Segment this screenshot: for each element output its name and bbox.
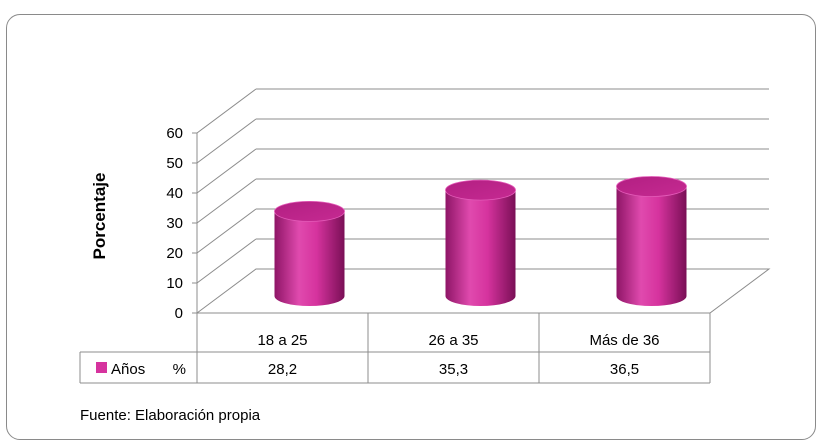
bar-top (445, 179, 516, 201)
data-label: 28,2 (268, 361, 297, 378)
data-table: 18 a 25 28,2 26 a 35 35,3 Más de 36 36,5 Años% (79, 313, 711, 384)
y-tick-label: 60 (166, 125, 183, 142)
gridline-side (196, 88, 257, 134)
gridline-side (196, 208, 257, 254)
x-category-label: Más de 36 (589, 332, 659, 349)
bar-body (274, 211, 345, 306)
data-label: 35,3 (439, 361, 468, 378)
legend-label: Años (111, 361, 145, 378)
legend-swatch (96, 362, 107, 373)
bar-2 (445, 179, 516, 306)
y-tick-label: 50 (166, 155, 183, 172)
gridline-side (196, 118, 257, 164)
bar-body (445, 190, 516, 306)
y-tick-label: 30 (166, 215, 183, 232)
bar-top (616, 176, 687, 197)
gridline-side (196, 238, 257, 284)
legend-unit: % (173, 361, 186, 378)
gridline-side (196, 148, 257, 194)
y-axis-title: Porcentaje (90, 173, 109, 260)
bar-top (274, 200, 345, 222)
x-category-label: 26 a 35 (428, 332, 478, 349)
data-label: 36,5 (610, 361, 639, 378)
y-tick-label: 10 (166, 275, 183, 292)
source-note: Fuente: Elaboración propia (80, 407, 261, 424)
bar-body (616, 186, 687, 306)
x-category-label: 18 a 25 (257, 332, 307, 349)
y-axis: 0 10 20 30 40 50 60 (166, 125, 197, 322)
gridline-side (196, 178, 257, 224)
y-tick-label: 20 (166, 245, 183, 262)
bar-layer (274, 176, 687, 306)
y-tick-label: 0 (175, 305, 183, 322)
y-tick-label: 40 (166, 185, 183, 202)
bar-3 (616, 176, 687, 306)
bar-1 (274, 200, 345, 306)
